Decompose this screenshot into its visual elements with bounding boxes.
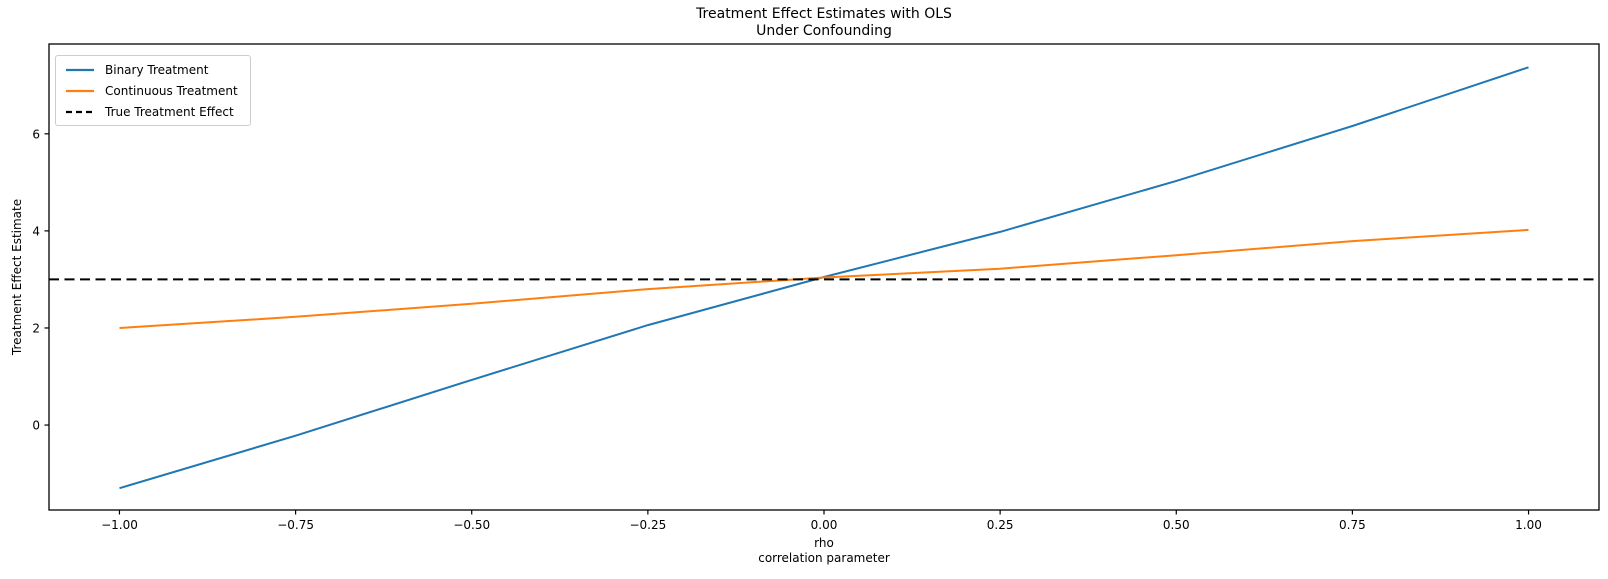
y-tick-label: 2 (32, 321, 40, 335)
x-tick-label: −0.75 (277, 518, 314, 532)
legend-item-continuous-treatment: Continuous Treatment (65, 82, 238, 99)
legend-item-binary-treatment: Binary Treatment (65, 61, 238, 78)
x-tick-label: 0.75 (1339, 518, 1366, 532)
chart-title-line2: Under Confounding (756, 22, 892, 39)
x-tick-label: 0.50 (1163, 518, 1190, 532)
legend-line-sample-dashed-icon (66, 110, 94, 113)
series-line-continuous-treatment (119, 228, 1529, 329)
y-tick-label: 4 (32, 224, 40, 238)
x-tick-label: 0.25 (987, 518, 1014, 532)
legend-label: Binary Treatment (105, 62, 209, 77)
legend-line-sample-solid-icon (66, 89, 94, 92)
x-tick-label: 0.00 (811, 518, 838, 532)
legend-line-sample-solid-icon (66, 68, 94, 71)
x-axis-label-line1: rho (814, 536, 834, 550)
y-axis-label: Treatment Effect Estimate (10, 198, 24, 356)
x-axis-label-line2: correlation parameter (758, 551, 890, 565)
legend-label: Continuous Treatment (105, 83, 238, 98)
x-tick-label: −0.50 (453, 518, 490, 532)
chart-title: Treatment Effect Estimates with OLS Unde… (49, 6, 1599, 39)
chart-title-line1: Treatment Effect Estimates with OLS (696, 6, 952, 22)
legend-item-true-treatment-effect: True Treatment Effect (65, 103, 238, 120)
x-tick-label: 1.00 (1515, 518, 1542, 532)
x-tick-label: −1.00 (101, 518, 138, 532)
x-axis-label: rho correlation parameter (49, 536, 1599, 566)
x-tick-label: −0.25 (629, 518, 666, 532)
legend: Binary Treatment Continuous Treatment Tr… (55, 55, 251, 126)
axes-box (48, 43, 1600, 511)
y-tick-label: 0 (32, 419, 40, 433)
y-tick-label: 6 (32, 127, 40, 141)
legend-label: True Treatment Effect (105, 104, 234, 119)
